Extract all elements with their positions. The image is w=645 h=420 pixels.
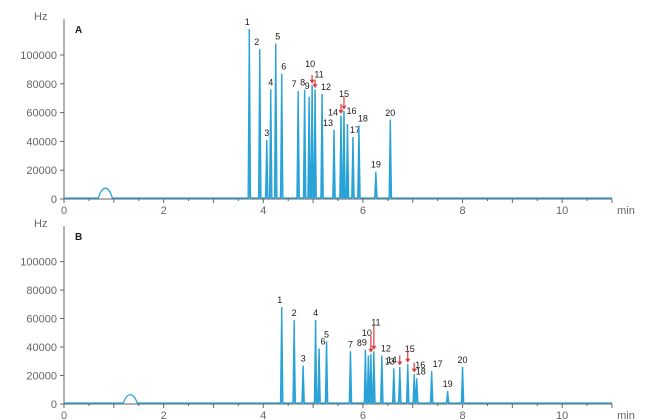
- y-tick-label: 100000: [20, 50, 57, 62]
- y-tick-label: 80000: [26, 285, 57, 297]
- y-tick-label: 20000: [26, 371, 57, 383]
- peak-label-18: 18: [358, 114, 368, 124]
- peak-label-7: 7: [348, 339, 353, 349]
- x-tick-label: 6: [360, 205, 366, 217]
- peak-label-17: 17: [350, 125, 360, 135]
- red-arrow: [371, 325, 377, 350]
- y-tick-label: 0: [51, 194, 57, 206]
- peak-label-13: 13: [323, 118, 333, 128]
- peak-label-8: 8: [300, 78, 305, 88]
- x-tick-label: 2: [161, 410, 167, 420]
- x-axis-unit-label: min: [617, 205, 635, 217]
- x-tick-label: 8: [459, 205, 465, 217]
- peak-label-4: 4: [268, 78, 273, 88]
- peak-label-15: 15: [339, 89, 349, 99]
- red-arrow: [312, 79, 318, 89]
- peak-label-4: 4: [313, 308, 318, 318]
- panel-label: A: [75, 25, 82, 36]
- red-arrow-head: [309, 79, 315, 84]
- peak-label-2: 2: [292, 308, 297, 318]
- x-tick-label: 0: [61, 410, 67, 420]
- x-tick-label: 4: [260, 410, 266, 420]
- peak-label-15: 15: [405, 344, 415, 354]
- red-arrow: [368, 335, 374, 353]
- peak-label-20: 20: [458, 355, 468, 365]
- red-arrow-head: [368, 348, 374, 353]
- peak-label-8: 8: [357, 338, 362, 348]
- peak-label-2: 2: [254, 37, 259, 47]
- red-arrow-head: [338, 110, 344, 115]
- x-tick-label: 8: [459, 410, 465, 420]
- x-tick-label: 6: [360, 410, 366, 420]
- y-tick-label: 0: [51, 399, 57, 411]
- peak-label-12: 12: [381, 344, 391, 354]
- y-tick-label: 80000: [26, 79, 57, 91]
- x-tick-label: 4: [260, 205, 266, 217]
- red-arrow: [309, 75, 315, 84]
- peak-label-11: 11: [371, 317, 380, 327]
- peak-label-5: 5: [324, 329, 329, 339]
- x-tick-label: 2: [161, 205, 167, 217]
- peak-label-1: 1: [277, 295, 282, 305]
- panel-label: B: [75, 232, 82, 243]
- y-tick-label: 40000: [26, 342, 57, 354]
- peak-label-18: 18: [416, 366, 426, 376]
- peak-label-14: 14: [328, 107, 338, 117]
- red-arrow-head: [312, 84, 318, 89]
- peak-label-17: 17: [433, 359, 443, 369]
- x-axis-unit-label: min: [617, 410, 635, 420]
- peak-label-1: 1: [245, 17, 250, 27]
- y-tick-label: 20000: [26, 165, 57, 177]
- peak-label-7: 7: [292, 79, 297, 89]
- peak-label-16: 16: [415, 360, 425, 370]
- red-arrow-head: [341, 105, 347, 110]
- peak-label-5: 5: [275, 31, 280, 41]
- peak-label-3: 3: [301, 354, 306, 364]
- chromatogram-trace: [64, 307, 612, 404]
- red-arrow-head: [371, 345, 377, 350]
- peak-label-3: 3: [264, 128, 269, 138]
- red-arrow-head: [397, 361, 403, 366]
- red-arrow: [341, 96, 347, 110]
- peak-label-6: 6: [321, 336, 326, 346]
- peak-label-13: 13: [385, 356, 395, 366]
- y-tick-label: 60000: [26, 108, 57, 120]
- peak-label-9: 9: [362, 338, 367, 348]
- peak-label-19: 19: [443, 379, 453, 389]
- red-arrow: [405, 349, 411, 363]
- red-arrow-head: [411, 368, 417, 373]
- red-arrow-head: [405, 358, 411, 363]
- peak-label-19: 19: [371, 160, 381, 170]
- peak-label-10: 10: [362, 328, 372, 338]
- peak-label-10: 10: [305, 59, 315, 69]
- red-arrow: [397, 355, 403, 366]
- x-tick-label: 0: [61, 205, 67, 217]
- x-tick-label: 10: [556, 410, 568, 420]
- y-axis-unit-label: Hz: [34, 11, 47, 23]
- y-tick-label: 40000: [26, 136, 57, 148]
- peak-label-20: 20: [385, 108, 395, 118]
- x-tick-label: 10: [556, 205, 568, 217]
- red-arrow: [338, 103, 344, 115]
- peak-label-14: 14: [387, 355, 397, 365]
- peak-label-9: 9: [305, 81, 310, 91]
- y-tick-label: 60000: [26, 314, 57, 326]
- y-tick-label: 100000: [20, 257, 57, 269]
- peak-label-16: 16: [346, 106, 356, 116]
- peak-label-12: 12: [321, 82, 331, 92]
- peak-label-6: 6: [281, 62, 286, 72]
- peak-label-11: 11: [314, 70, 323, 80]
- y-axis-unit-label: Hz: [34, 218, 47, 230]
- chromatogram-trace: [64, 29, 612, 199]
- red-arrow: [411, 362, 417, 373]
